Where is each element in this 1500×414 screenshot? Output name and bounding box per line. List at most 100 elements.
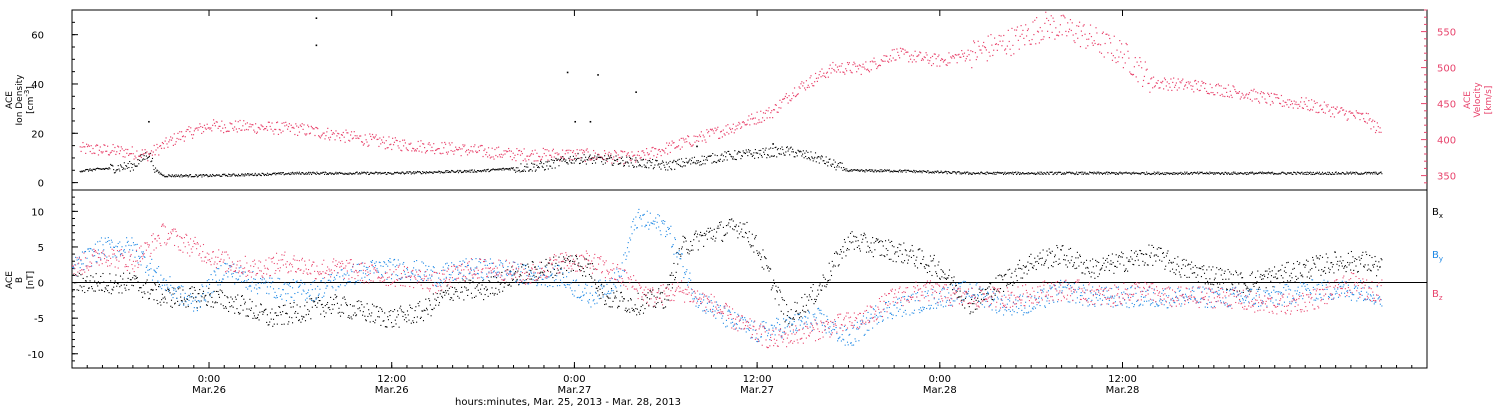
b-point-bx <box>546 265 547 266</box>
velocity-point <box>901 51 902 52</box>
velocity-point <box>468 149 469 150</box>
b-point-bx <box>496 277 497 278</box>
density-point <box>1301 172 1302 173</box>
b-point-bx <box>441 296 442 297</box>
velocity-point <box>175 144 176 145</box>
density-point <box>1154 172 1155 173</box>
b-point-bx <box>740 231 741 232</box>
b-point-bx <box>1133 264 1134 265</box>
density-point <box>702 156 703 157</box>
b-point-bx <box>1105 260 1106 261</box>
b-point-bx <box>885 240 886 241</box>
density-point <box>606 160 607 161</box>
b-point-bx <box>894 253 895 254</box>
b-point-bx <box>109 292 110 293</box>
density-point <box>793 151 794 152</box>
velocity-point <box>794 87 795 88</box>
b-point-bx <box>861 234 862 235</box>
velocity-point <box>796 95 797 96</box>
density-point <box>796 153 797 154</box>
density-point <box>731 156 732 157</box>
density-point <box>685 165 686 166</box>
velocity-point <box>339 137 340 138</box>
density-point <box>568 158 569 159</box>
b-point-bx <box>1061 249 1062 250</box>
velocity-point <box>1029 40 1030 41</box>
velocity-point <box>1081 31 1082 32</box>
b-point-bx <box>1006 285 1007 286</box>
b-point-bx <box>576 256 577 257</box>
velocity-point <box>922 58 923 59</box>
velocity-point <box>972 51 973 52</box>
density-point <box>520 171 521 172</box>
velocity-point <box>1042 39 1043 40</box>
b-point-bx <box>1351 251 1352 252</box>
velocity-point <box>496 147 497 148</box>
velocity-point <box>938 54 939 55</box>
density-point <box>549 161 550 162</box>
b-point-bx <box>501 282 502 283</box>
velocity-point <box>375 136 376 137</box>
b-point-bx <box>697 234 698 235</box>
b-point-bx <box>439 302 440 303</box>
density-point <box>701 164 702 165</box>
velocity-point <box>288 126 289 127</box>
velocity-point <box>319 136 320 137</box>
b-point-bx <box>950 283 951 284</box>
density-point <box>969 172 970 173</box>
velocity-point <box>161 148 162 149</box>
b-point-bx <box>848 249 849 250</box>
density-point <box>367 172 368 173</box>
b-point-bx <box>1183 264 1184 265</box>
b-point-bx <box>805 311 806 312</box>
b-point-bx <box>816 299 817 300</box>
velocity-point <box>441 142 442 143</box>
b-point-bx <box>420 318 421 319</box>
b-point-bx <box>670 275 671 276</box>
b-point-bx <box>679 254 680 255</box>
b-tick-label: 0 <box>38 279 44 290</box>
velocity-point <box>864 68 865 69</box>
velocity-point <box>1301 97 1302 98</box>
velocity-point <box>177 133 178 134</box>
velocity-point <box>1306 97 1307 98</box>
b-point-bx <box>284 305 285 306</box>
b-point-bx <box>469 280 470 281</box>
velocity-point <box>810 75 811 76</box>
velocity-point <box>1294 101 1295 102</box>
velocity-point <box>1269 96 1270 97</box>
b-point-bx <box>494 294 495 295</box>
velocity-point <box>296 125 297 126</box>
b-point-bx <box>1022 278 1023 279</box>
b-point-bx <box>756 250 757 251</box>
b-point-bx <box>122 278 123 279</box>
b-point-bx <box>629 312 630 313</box>
b-point-bx <box>641 299 642 300</box>
b-point-bx <box>759 253 760 254</box>
velocity-point <box>383 137 384 138</box>
b-point-bx <box>1212 266 1213 267</box>
b-point-bx <box>1270 281 1271 282</box>
density-point <box>307 173 308 174</box>
b-point-bx <box>451 297 452 298</box>
b-point-bx <box>155 284 156 285</box>
density-point <box>746 152 747 153</box>
velocity-point <box>1330 116 1331 117</box>
velocity-point <box>1191 89 1192 90</box>
density-point <box>886 171 887 172</box>
b-point-bx <box>488 296 489 297</box>
density-point <box>1346 173 1347 174</box>
velocity-point <box>862 66 863 67</box>
velocity-point <box>419 146 420 147</box>
density-point <box>548 168 549 169</box>
density-point <box>221 176 222 177</box>
b-point-bx <box>1031 263 1032 264</box>
b-point-bx <box>732 228 733 229</box>
velocity-point <box>366 139 367 140</box>
velocity-point <box>853 62 854 63</box>
density-point <box>781 146 782 147</box>
b-point-bx <box>287 324 288 325</box>
b-point-bx <box>375 320 376 321</box>
b-point-bx <box>595 284 596 285</box>
density-point <box>325 172 326 173</box>
